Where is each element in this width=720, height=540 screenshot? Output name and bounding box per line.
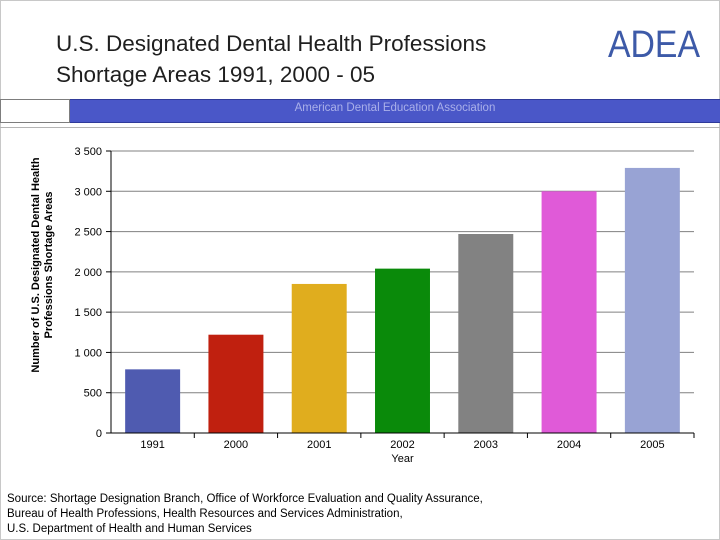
bar-chart: 0 500 1 000 1 500 2 000 2 500 3 000 3 500 1991 20… (30, 146, 695, 465)
header-divider (0, 127, 720, 128)
bar-1991 (125, 369, 181, 433)
bar-2005 (624, 167, 680, 434)
banner-left-box (0, 99, 70, 123)
bar-2002 (375, 268, 430, 433)
slide-title-line-2: Shortage Areas 1991, 2000 - 05 (56, 62, 375, 87)
bar-2003 (458, 233, 514, 433)
x-axis-title: Year (391, 453, 414, 465)
slide-title-line-1: U.S. Designated Dental Health Profession… (56, 31, 487, 56)
adea-logo-text: ADEA (608, 24, 700, 62)
y-tick-label-2000: 2 000 (74, 267, 102, 279)
bar-2000 (208, 334, 264, 433)
y-tick-label-0: 0 (96, 428, 102, 440)
axis-layer (106, 150, 695, 438)
y-tick-label-3000: 3 000 (74, 186, 102, 198)
source-line-1: Source: Shortage Designation Branch, Off… (7, 493, 483, 505)
y-tick-label-500: 500 (84, 388, 102, 400)
source-line-2: Bureau of Health Professions, Health Res… (7, 508, 403, 520)
source-line-3: U.S. Department of Health and Human Serv… (7, 523, 252, 535)
x-tick-label-2001: 2001 (307, 439, 331, 451)
y-tick-label-1000: 1 000 (74, 347, 102, 359)
y-axis-title-line-2: Professions Shortage Areas (43, 192, 55, 339)
bar-layer (125, 167, 680, 434)
banner-text: American Dental Education Association (294, 102, 496, 114)
x-tick-label-2003: 2003 (474, 439, 498, 451)
bar-2004 (541, 191, 597, 433)
x-tick-label-2000: 2000 (224, 439, 248, 451)
x-tick-label-1991: 1991 (140, 439, 164, 451)
grid-layer (111, 150, 694, 394)
y-tick-label-1500: 1 500 (74, 307, 102, 319)
x-tick-label-2005: 2005 (640, 439, 664, 451)
source-note: Source: Shortage Designation Branch, Off… (7, 492, 627, 537)
y-axis-title-line-1: Number of U.S. Designated Dental Health (30, 157, 42, 372)
slide-title: U.S. Designated Dental Health Profession… (56, 28, 576, 90)
label-layer: 0 500 1 000 1 500 2 000 2 500 3 000 3 500 1991 20… (74, 146, 664, 465)
association-banner: American Dental Education Association (70, 99, 720, 123)
y-tick-label-2500: 2 500 (74, 227, 102, 239)
x-tick-label-2004: 2004 (557, 439, 581, 451)
x-tick-label-2002: 2002 (390, 439, 414, 451)
adea-logo: ADEA (608, 24, 700, 62)
bar-2001 (291, 283, 347, 433)
y-tick-label-3500: 3 500 (74, 146, 102, 158)
